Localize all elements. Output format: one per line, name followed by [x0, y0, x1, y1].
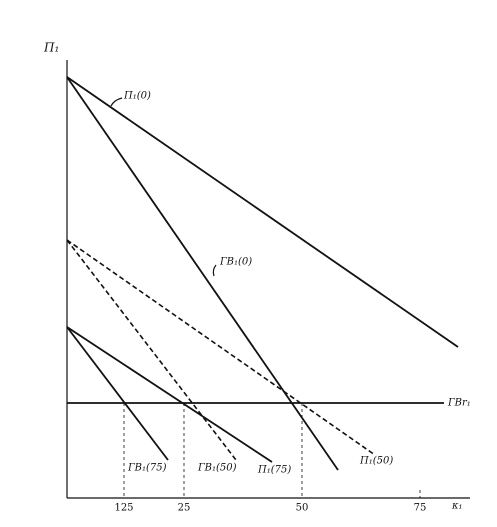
curve-label: П₁(75): [257, 465, 291, 476]
curve: [66, 326, 169, 461]
curve-label: П₁(0): [123, 91, 151, 102]
curve: [66, 239, 237, 461]
x-tick-label: 25: [178, 503, 191, 514]
curve: [66, 76, 459, 348]
curve-label: ГВr₁: [447, 398, 471, 409]
curve-label: ГВ₁(0): [219, 257, 252, 268]
x-tick-label: 50: [296, 503, 309, 514]
curve-label: П₁(50): [359, 456, 393, 467]
curve: [66, 326, 273, 463]
pointer: [212, 264, 217, 277]
curve: [66, 239, 376, 456]
curve-label: ГВ₁(50): [197, 463, 237, 474]
curve: [66, 76, 339, 471]
curve-label: ГВ₁(75): [127, 463, 167, 474]
x-axis-label: κ₁: [451, 501, 463, 512]
y-axis-label: П₁: [43, 41, 59, 55]
pointer: [110, 97, 123, 107]
x-tick-label: 75: [414, 503, 427, 514]
x-tick-label: 125: [114, 503, 133, 514]
